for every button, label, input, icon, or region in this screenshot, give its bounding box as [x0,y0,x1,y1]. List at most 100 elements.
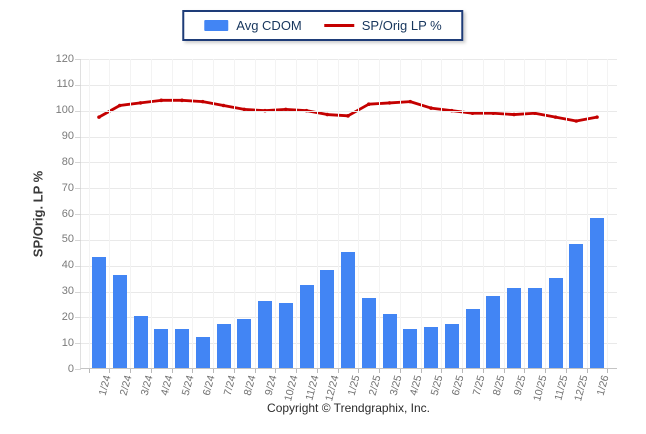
y-tick [75,369,81,370]
line-data-point [221,103,226,108]
y-tick [75,188,81,190]
y-tick-label: 30 [61,285,74,297]
h-gridline [81,84,617,86]
bar-swatch [204,20,229,31]
v-gridline [441,59,443,368]
y-tick-label: 80 [61,155,74,168]
v-gridline [545,59,547,368]
x-tick [503,369,505,373]
bar [361,298,376,368]
bar [486,295,501,368]
x-tick-label: 2/25 [366,374,384,397]
x-tick [130,369,132,373]
line-data-point [346,114,350,118]
y-tick-label: 10 [61,336,74,349]
x-tick [337,369,339,373]
line-data-point [180,98,184,103]
plot-area [75,59,617,373]
x-tick [565,369,567,373]
x-tick-label: 7/25 [470,374,488,397]
x-tick [399,369,401,373]
y-tick-label: 20 [61,310,74,323]
bar [382,313,397,368]
v-gridline [503,59,505,368]
bar [465,308,480,368]
v-gridline [316,59,318,368]
x-tick-label: 8/25 [490,374,508,397]
x-tick-label: 5/24 [179,374,197,397]
h-gridline [81,110,617,112]
x-tick-label: 1/24 [96,374,114,397]
bar [278,303,293,368]
x-tick [275,369,277,373]
line-data-point [512,112,516,117]
x-tick [379,369,381,373]
copyright-text: Copyright © Trendgraphix, Inc. [267,401,430,415]
y-tick [75,265,81,267]
y-tick-label: 70 [61,181,74,194]
x-tick-label: 3/24 [138,374,156,397]
x-tick-label: 4/24 [158,374,176,397]
line-data-point [429,106,433,110]
v-gridline [150,59,152,368]
bar [258,300,272,368]
bar [195,337,210,368]
x-tick-label: 12/25 [572,374,591,403]
v-gridline [607,59,609,368]
legend-label-sp-orig-lp: SP/Orig LP % [361,18,442,33]
y-tick [75,317,81,319]
x-tick [296,369,298,373]
x-tick-label: 2/24 [117,374,135,397]
x-tick [192,369,194,373]
x-tick-label: 10/25 [530,374,550,403]
x-tick-label: 9/24 [262,374,280,397]
x-tick [88,369,90,373]
v-gridline [296,59,298,368]
x-tick [254,369,256,373]
h-gridline [81,188,617,190]
x-tick [524,369,526,373]
line-data-point [366,102,371,107]
v-gridline [109,59,111,368]
x-tick-label: 11/24 [302,374,322,402]
x-tick-label: 1/25 [345,374,363,397]
v-gridline [420,59,422,368]
v-gridline [88,59,90,368]
x-tick-label: 6/24 [200,374,218,397]
bar [424,326,438,368]
y-tick-label: 40 [61,259,74,272]
y-tick-label: 90 [61,130,74,142]
v-gridline [399,59,401,368]
y-tick-label: 50 [61,233,74,246]
v-gridline [565,59,567,368]
y-tick [75,214,81,215]
line-data-point [117,103,122,108]
y-tick [75,110,81,112]
line-data-point [242,107,247,112]
x-tick [420,369,422,373]
legend-label-avg-cdom: Avg CDOM [236,18,302,33]
v-gridline [130,59,132,368]
bar [237,318,252,368]
legend: Avg CDOM SP/Orig LP % [182,10,464,41]
line-data-point [470,111,475,116]
bar [154,329,169,368]
v-gridline [192,59,194,368]
bar [507,287,521,368]
y-tick [75,291,81,293]
bar [341,251,355,368]
x-tick [586,369,588,373]
legend-item-avg-cdom: Avg CDOM [204,18,302,33]
line-data-point [159,98,164,103]
y-tick [75,343,81,345]
y-tick [75,84,81,86]
x-tick-label: 4/25 [407,374,425,397]
x-tick [358,369,360,373]
v-gridline [213,59,215,368]
y-tick-label: 0 [67,362,74,375]
v-gridline [171,59,173,368]
x-tick-label: 3/25 [387,374,405,397]
x-tick-label: 5/25 [428,374,446,397]
line-data-point [553,115,558,119]
bar [112,275,127,368]
